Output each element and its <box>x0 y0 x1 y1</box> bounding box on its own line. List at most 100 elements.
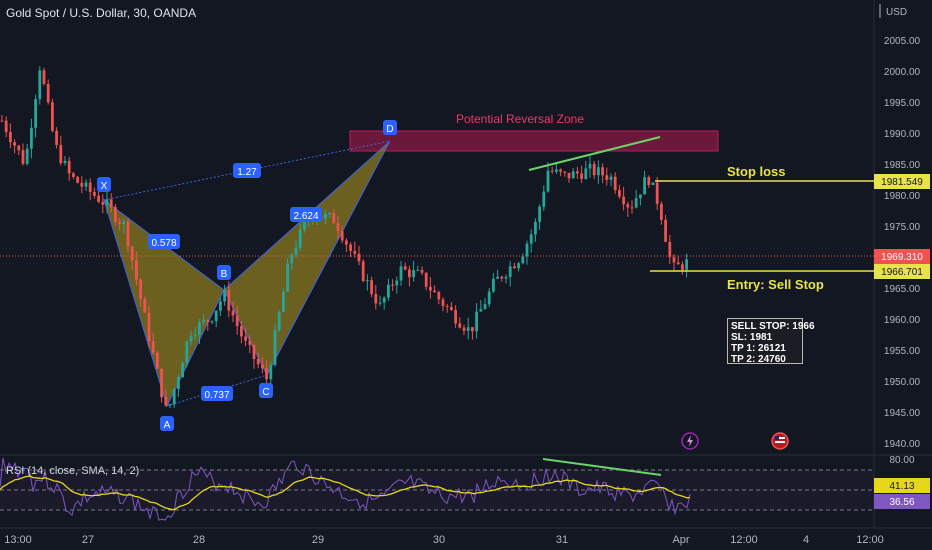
candle-body <box>202 320 205 323</box>
y-tick-label: 1975.00 <box>884 222 921 233</box>
candle-body <box>424 272 428 287</box>
y-tick-label: 2005.00 <box>884 36 921 47</box>
svg-text:1966.701: 1966.701 <box>881 267 923 278</box>
candle-body <box>676 262 680 265</box>
candle-body <box>193 334 197 337</box>
candle-body <box>664 219 667 242</box>
candle-body <box>672 257 676 263</box>
candle-body <box>639 194 642 199</box>
candle-body <box>437 292 441 300</box>
candle-body <box>685 259 688 270</box>
ratio-label-xb: 0.578 <box>148 234 180 249</box>
candle-body <box>471 327 474 332</box>
candle-body <box>256 359 260 365</box>
symbol-title[interactable]: Gold Spot / U.S. Dollar, 30, OANDA <box>6 6 197 20</box>
svg-text:0.737: 0.737 <box>204 390 229 401</box>
candle-body <box>391 284 394 286</box>
candle-body <box>227 290 231 311</box>
candle-body <box>4 120 8 133</box>
y-tick-label: 1945.00 <box>884 408 921 419</box>
x-tick-label: 29 <box>312 534 324 546</box>
candle-body <box>458 323 462 328</box>
x-tick-label: Apr <box>672 534 689 546</box>
candle-body <box>126 221 130 247</box>
candle-body <box>336 223 340 231</box>
point-label-d: D <box>383 120 397 135</box>
candle-body <box>492 278 495 292</box>
price-tag-current: 1969.310 <box>874 249 930 264</box>
x-tick-label: 4 <box>803 534 809 546</box>
candle-body <box>538 206 541 222</box>
candle-body <box>647 177 651 186</box>
candle-body <box>408 269 411 278</box>
candle-body <box>395 280 399 286</box>
price-pane[interactable] <box>0 0 874 455</box>
candle-body <box>420 269 424 273</box>
us-flag-icon[interactable] <box>771 432 789 450</box>
candle-body <box>286 263 289 292</box>
candle-body <box>475 311 478 332</box>
candle-body <box>38 70 42 100</box>
candle-body <box>51 102 54 131</box>
ratio-label-ac: 0.737 <box>201 386 233 401</box>
candle-body <box>454 309 457 324</box>
rsi-title[interactable]: RSI (14, close, SMA, 14, 2) <box>6 465 140 477</box>
rsi-tick-80: 80.00 <box>889 455 914 466</box>
entry-label: Entry: Sell Stop <box>727 277 824 292</box>
x-tick-label: 30 <box>433 534 445 546</box>
candle-body <box>189 336 193 342</box>
candle-body <box>609 176 613 180</box>
lightning-icon[interactable] <box>681 432 699 450</box>
candle-body <box>643 177 646 195</box>
candle-body <box>25 148 29 164</box>
candle-body <box>353 250 357 254</box>
y-tick-label: 1995.00 <box>884 98 921 109</box>
point-label-x: X <box>97 177 111 192</box>
candle-body <box>651 182 655 186</box>
x-tick-label: 13:00 <box>4 534 32 546</box>
candle-body <box>130 246 134 261</box>
price-tag-entry: 1966.701 <box>874 264 930 279</box>
candle-body <box>151 341 155 353</box>
y-tick-label: 1980.00 <box>884 191 921 202</box>
candle-body <box>534 221 537 235</box>
candle-body <box>366 280 369 282</box>
y-tick-label: 1955.00 <box>884 346 921 357</box>
candle-body <box>412 270 415 278</box>
x-tick-label: 31 <box>556 534 568 546</box>
candle-body <box>450 306 453 310</box>
candle-body <box>105 199 109 205</box>
candle-body <box>399 266 403 281</box>
candle-body <box>597 167 600 176</box>
candle-body <box>571 171 575 179</box>
candle-body <box>542 191 546 207</box>
prz-box[interactable] <box>349 130 719 152</box>
currency-label: USD <box>886 7 907 18</box>
candle-body <box>13 142 16 146</box>
trade-info-box: SELL STOP: 1966 SL: 1981 TP 1: 26121 TP … <box>727 318 815 365</box>
candle-body <box>214 310 218 322</box>
candle-body <box>626 204 630 208</box>
candle-body <box>357 253 361 262</box>
candle-body <box>655 182 659 204</box>
candle-body <box>59 144 63 164</box>
candle-body <box>109 199 113 208</box>
candle-body <box>521 256 525 264</box>
rsi-value-tag: 36.56 <box>874 494 930 509</box>
candle-body <box>177 377 180 390</box>
svg-text:B: B <box>221 269 228 280</box>
candle-body <box>282 291 285 312</box>
svg-text:C: C <box>262 387 269 398</box>
candle-body <box>9 132 12 143</box>
candle-body <box>382 297 386 303</box>
candle-body <box>93 191 96 196</box>
candle-body <box>374 294 378 304</box>
svg-text:D: D <box>386 124 393 135</box>
candle-body <box>349 244 352 251</box>
price-tag-stop-loss: 1981.549 <box>874 174 930 189</box>
candle-body <box>63 160 67 164</box>
candle-body <box>504 276 508 279</box>
candle-body <box>122 221 126 224</box>
rsi-divergence-line <box>542 458 662 476</box>
